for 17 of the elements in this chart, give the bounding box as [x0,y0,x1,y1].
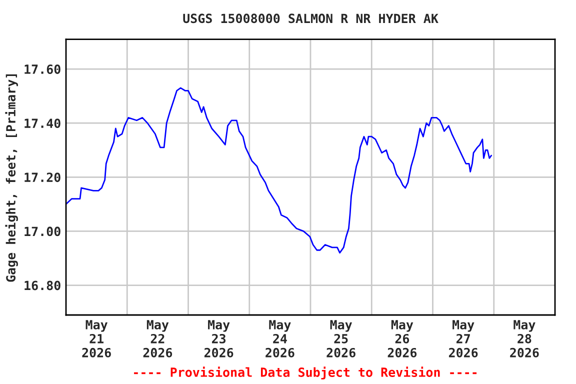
x-tick-label: May 27 2026 [448,320,478,358]
y-tick-label: 17.20 [24,172,60,182]
text: ---- Provisional Data Subject to Revision ---- [134,366,477,380]
y-tick-label: 17.60 [24,64,60,74]
x-tick-label: May 28 2026 [510,320,539,358]
x-tick-label: May 24 2026 [266,320,294,358]
y-tick-label: 17.40 [24,118,60,128]
x-tick-label: May 22 2026 [143,320,172,358]
y-axis-title: Gage height, feet, [Primary] [5,74,18,282]
chart-title: USGS 15008000 SALMON R NR HYDER AK [183,14,438,24]
y-tick-label: 17.00 [24,226,60,236]
y-tick-label: 16.80 [24,280,60,290]
line-series [66,87,492,254]
x-tick-label: May 25 2026 [326,320,356,358]
x-tick-label: May 23 2026 [204,320,234,358]
x-tick-label: May 26 2026 [388,320,417,358]
x-tick-label: May 21 2026 [82,320,111,358]
